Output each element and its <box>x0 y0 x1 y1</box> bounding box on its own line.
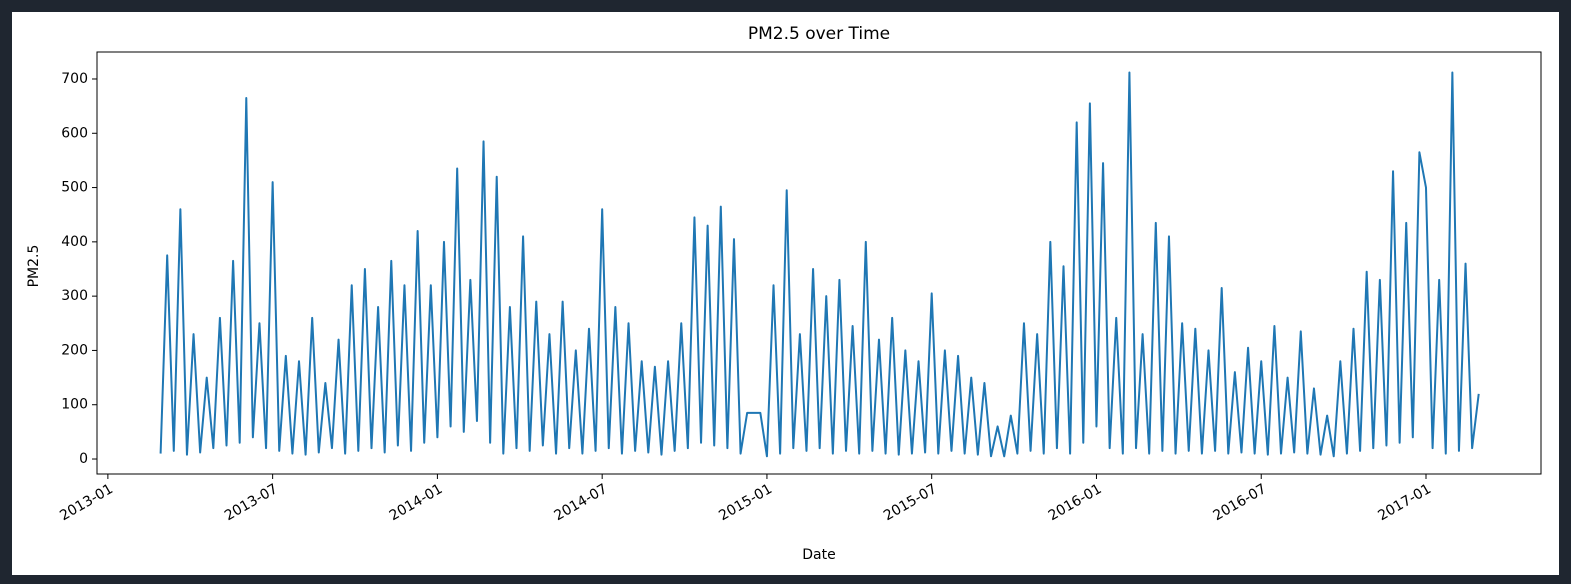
plot-frame <box>96 51 1542 475</box>
y-tick-label: 100 <box>61 397 88 413</box>
y-tick-label: 600 <box>61 125 88 141</box>
y-tick-label: 200 <box>61 342 88 358</box>
y-tick-label: 700 <box>61 71 88 87</box>
y-tick-label: 400 <box>61 234 88 250</box>
y-tick-label: 500 <box>61 180 88 196</box>
chart-title: PM2.5 over Time <box>748 24 890 44</box>
y-tick-label: 0 <box>79 451 88 467</box>
figure-background <box>12 12 1559 575</box>
y-axis-label: PM2.5 <box>26 245 42 288</box>
series-line <box>159 71 1480 458</box>
x-axis-label: Date <box>802 547 835 563</box>
y-tick-label: 300 <box>61 288 88 304</box>
